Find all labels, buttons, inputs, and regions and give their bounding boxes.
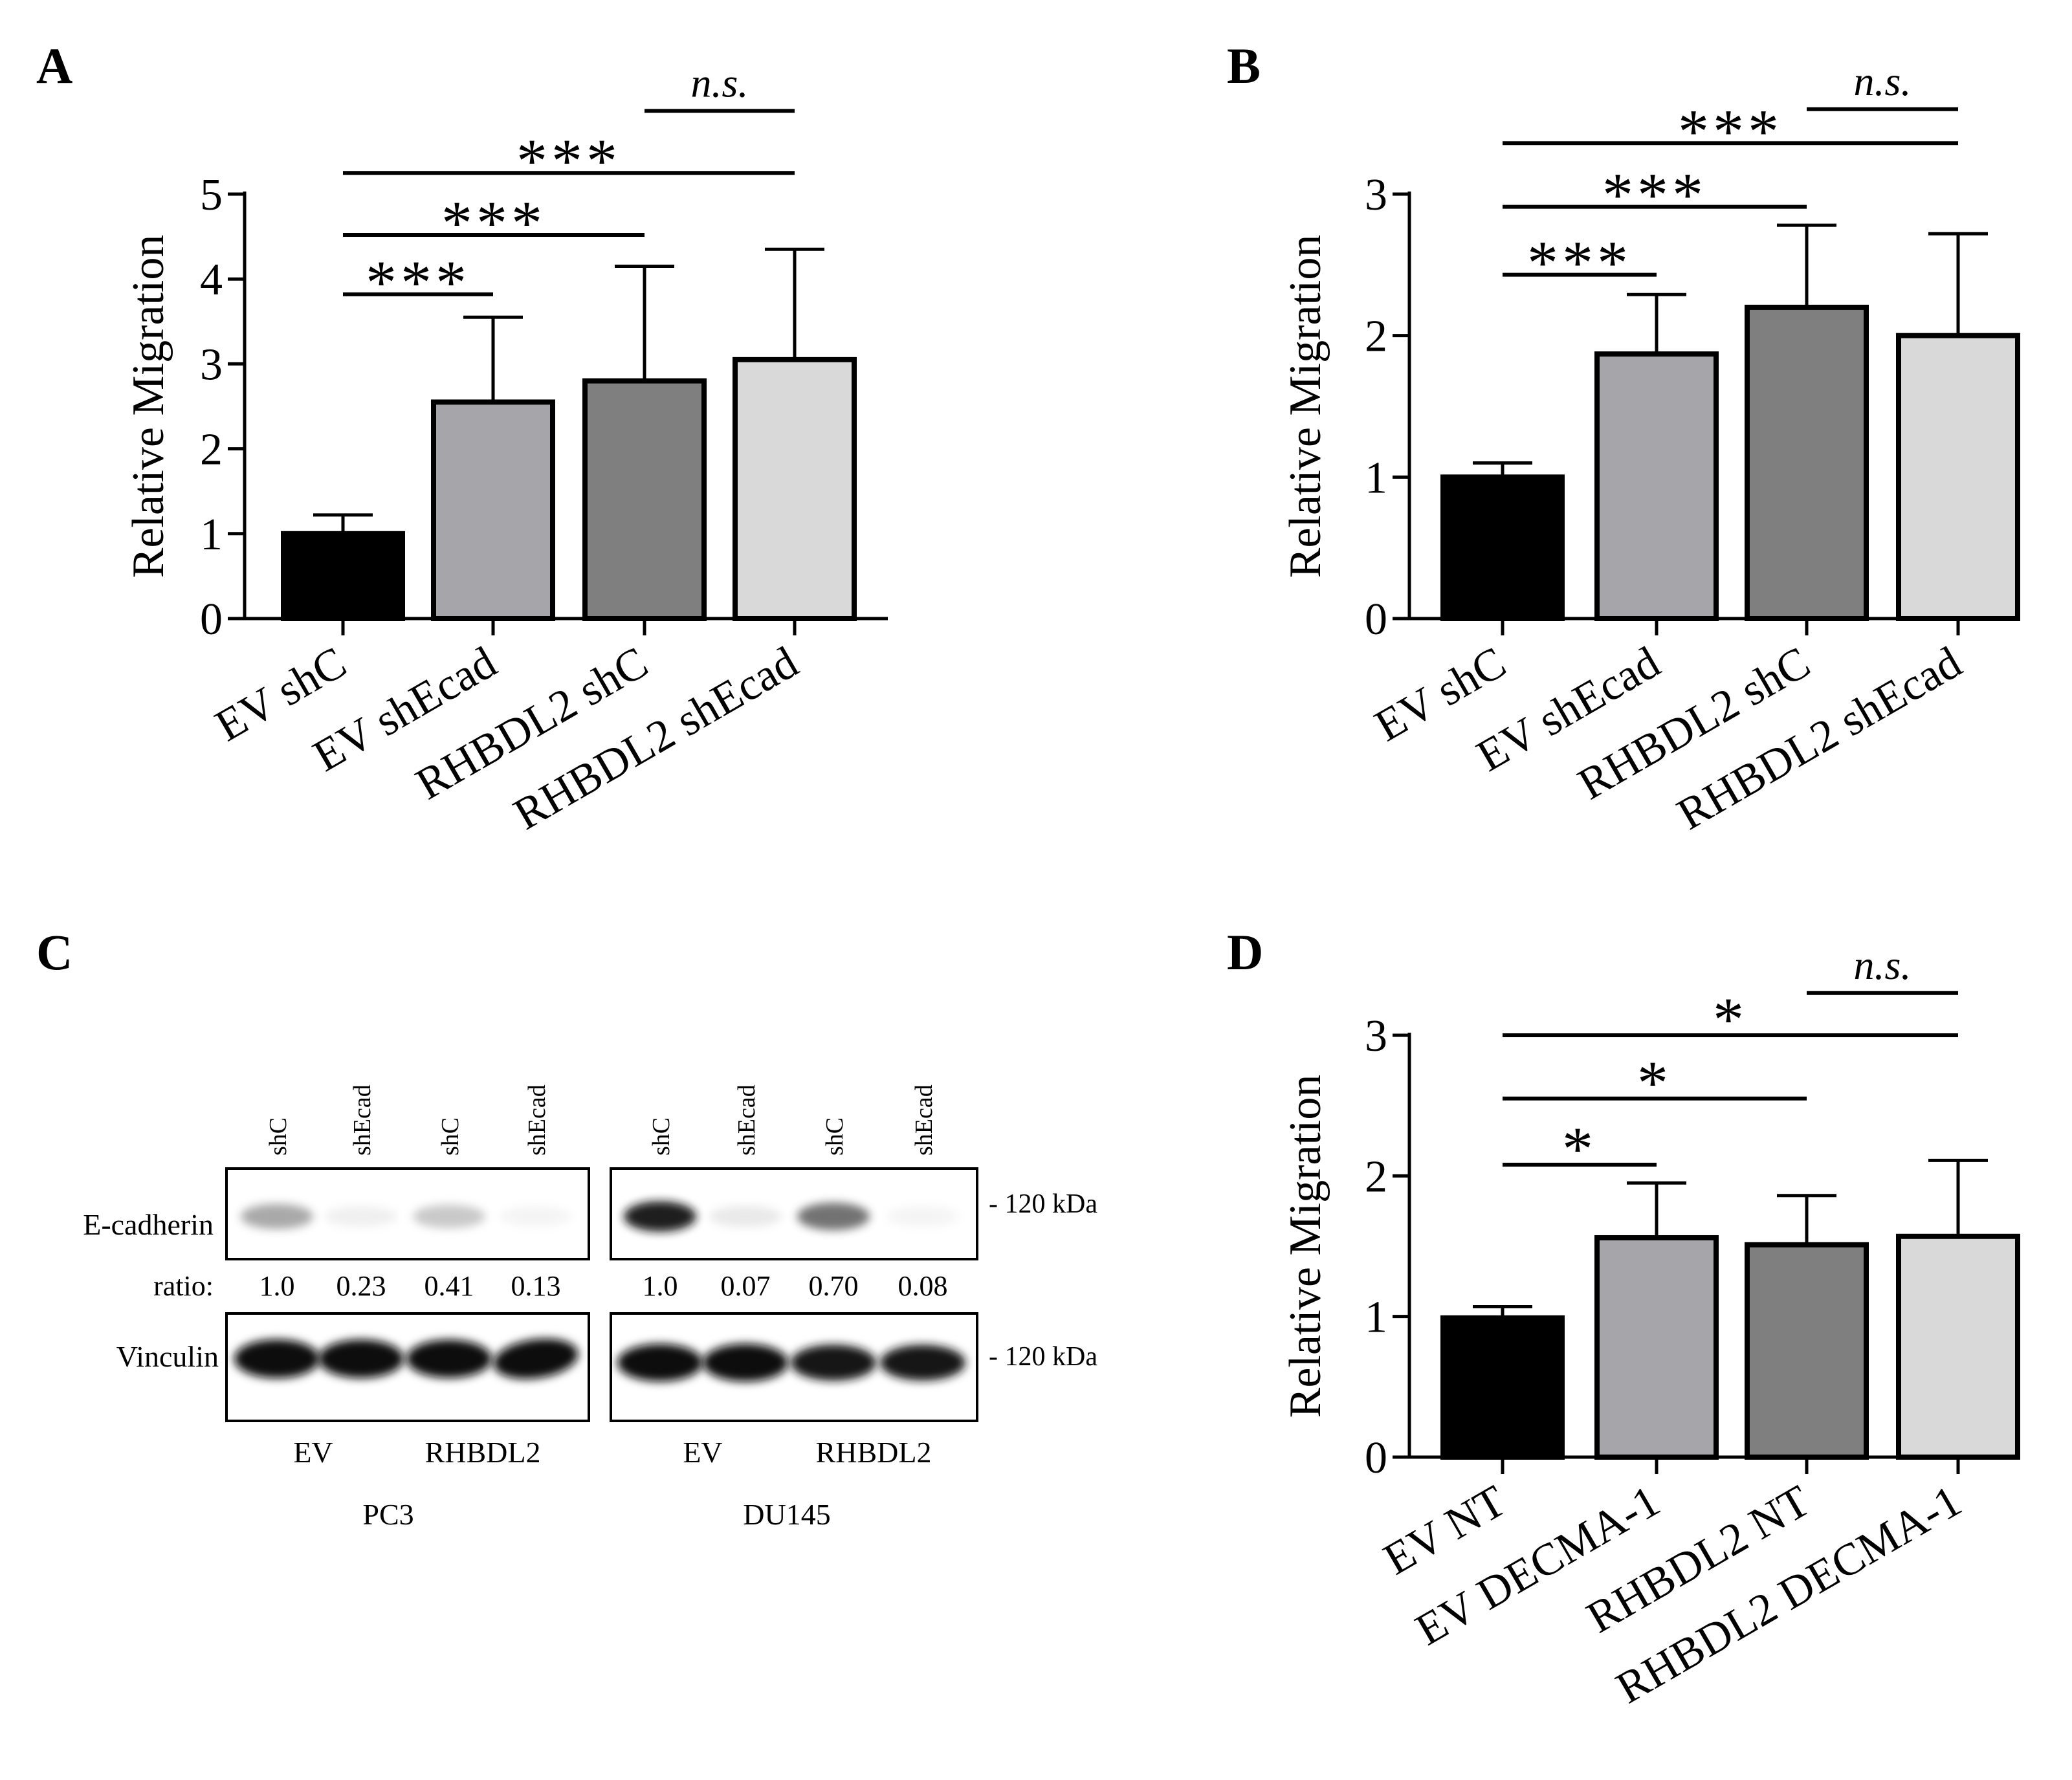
marker-120kda-top: - 120 kDa <box>989 1189 1097 1219</box>
y-tick-label: 3 <box>200 340 223 390</box>
y-axis-label: Relative Migration <box>1281 235 1330 578</box>
ecadherin-band <box>325 1206 397 1227</box>
y-tick-label: 1 <box>200 510 223 560</box>
western-blot: shC shEcad shC shEcad shC shEcad shC shEcad E-c… <box>83 1084 1097 1531</box>
significance-label: n.s. <box>1854 942 1912 988</box>
ratio-value: 1.0 <box>643 1270 678 1302</box>
lane-label: shC <box>821 1117 848 1156</box>
vinculin-label: Vinculin <box>116 1340 219 1373</box>
lane-label: shEcad <box>524 1084 551 1156</box>
significance-label: *** <box>366 248 470 317</box>
significance-label: *** <box>441 188 546 258</box>
significance-label: *** <box>1527 228 1632 298</box>
bar <box>1896 333 2020 622</box>
significance-label: *** <box>1678 96 1783 166</box>
bar <box>1594 1235 1719 1460</box>
bar <box>1745 1242 1869 1460</box>
significance-label: n.s. <box>1854 58 1912 104</box>
ratio-value: 0.07 <box>721 1270 771 1302</box>
vinculin-band <box>406 1339 492 1378</box>
significance-label: * <box>1637 1048 1672 1117</box>
bar <box>1594 351 1719 621</box>
ecadherin-band <box>624 1201 696 1232</box>
panel-label-b: B <box>1227 38 1261 94</box>
ecad-bands <box>241 1201 959 1232</box>
ecadherin-band <box>500 1206 572 1227</box>
group-label-pc3-rhbdl2: RHBDL2 <box>425 1436 541 1469</box>
significance-label: *** <box>516 126 621 195</box>
group-label-du145-ev: EV <box>683 1436 722 1469</box>
vinculin-band <box>617 1344 703 1381</box>
y-tick-label: 3 <box>1365 1011 1387 1061</box>
ecadherin-band <box>887 1206 959 1227</box>
panel-label-a: A <box>36 38 72 94</box>
group-label-du145-rhbdl2: RHBDL2 <box>816 1436 932 1469</box>
bar <box>1896 1233 2020 1460</box>
ratio-value: 0.13 <box>511 1270 561 1302</box>
lane-label: shC <box>648 1117 675 1156</box>
y-tick-label: 2 <box>1365 1152 1387 1202</box>
y-axis-label: Relative Migration <box>124 235 173 578</box>
y-tick-label: 1 <box>1365 453 1387 503</box>
bar <box>1440 1315 1565 1460</box>
y-tick-label: 1 <box>1365 1293 1387 1343</box>
lane-label: shC <box>265 1117 292 1156</box>
ratio-values: 1.0 0.23 0.41 0.13 1.0 0.07 0.70 0.08 <box>259 1270 948 1302</box>
bar <box>733 357 857 622</box>
lane-label: shEcad <box>733 1084 760 1156</box>
y-tick-label: 2 <box>1365 312 1387 362</box>
ratio-value: 0.23 <box>336 1270 386 1302</box>
bar <box>1745 304 1869 621</box>
cell-line-pc3: PC3 <box>362 1498 413 1531</box>
ecadherin-band <box>413 1204 485 1229</box>
ratio-value: 0.08 <box>898 1270 948 1302</box>
bar <box>582 378 707 621</box>
y-axis-label: Relative Migration <box>1281 1075 1330 1418</box>
significance-label: * <box>1713 985 1748 1054</box>
ratio-value: 0.70 <box>809 1270 859 1302</box>
y-tick-label: 5 <box>200 170 223 220</box>
ratio-value: 0.41 <box>424 1270 474 1302</box>
significance-label: n.s. <box>691 60 749 105</box>
y-tick-label: 0 <box>1365 595 1387 644</box>
ratio-label: ratio: <box>153 1270 214 1302</box>
y-tick-label: 2 <box>200 425 223 475</box>
vinculin-band <box>703 1343 788 1382</box>
vinculin-band <box>880 1345 965 1381</box>
ecadherin-band <box>709 1205 782 1227</box>
marker-120kda-bottom: - 120 kDa <box>989 1342 1097 1372</box>
y-tick-label: 3 <box>1365 170 1387 220</box>
lane-label: shEcad <box>910 1084 938 1156</box>
panel-label-d: D <box>1227 924 1263 980</box>
vinculin-band <box>791 1345 876 1381</box>
significance-label: *** <box>1602 160 1707 230</box>
lane-label: shEcad <box>349 1084 376 1156</box>
bar <box>431 399 555 621</box>
vinculin-band <box>234 1339 320 1378</box>
y-tick-label: 0 <box>1365 1433 1387 1483</box>
y-tick-label: 4 <box>200 255 223 305</box>
ecadherin-band <box>241 1203 313 1229</box>
ecadherin-label: E-cadherin <box>83 1208 214 1241</box>
bar <box>281 531 405 621</box>
group-label-pc3-ev: EV <box>293 1436 333 1469</box>
vinculin-band <box>318 1339 404 1378</box>
y-tick-label: 0 <box>200 595 223 644</box>
significance-label: * <box>1562 1114 1597 1183</box>
ratio-value: 1.0 <box>259 1270 295 1302</box>
lane-label: shC <box>437 1117 464 1156</box>
bar <box>1440 474 1565 621</box>
cell-line-du145: DU145 <box>743 1498 830 1531</box>
blot-lane-labels: shC shEcad shC shEcad shC shEcad shC shEcad <box>265 1084 938 1156</box>
vinculin-band <box>493 1338 579 1379</box>
panel-label-c: C <box>36 924 72 980</box>
ecadherin-band <box>797 1202 870 1231</box>
vinculin-bands <box>234 1338 965 1382</box>
